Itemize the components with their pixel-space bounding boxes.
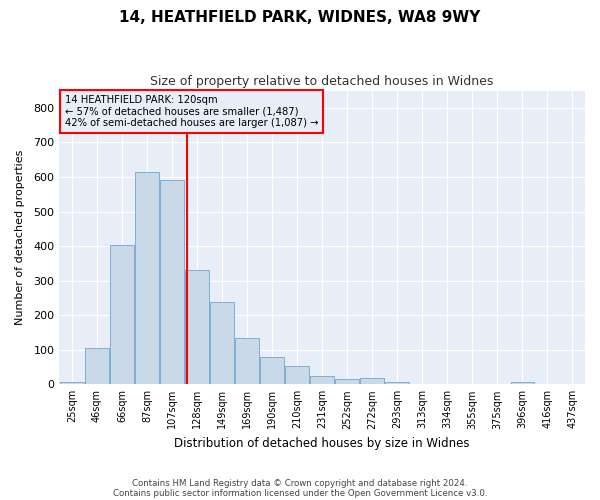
Bar [160,180,184,384]
X-axis label: Distribution of detached houses by size in Widnes: Distribution of detached houses by size … [175,437,470,450]
Bar [335,379,359,384]
Text: Contains public sector information licensed under the Open Government Licence v3: Contains public sector information licen… [113,488,487,498]
Bar [110,245,134,384]
Bar [85,348,109,385]
Text: 14 HEATHFIELD PARK: 120sqm
← 57% of detached houses are smaller (1,487)
42% of s: 14 HEATHFIELD PARK: 120sqm ← 57% of deta… [65,95,318,128]
Y-axis label: Number of detached properties: Number of detached properties [15,150,25,325]
Bar [285,366,309,384]
Bar [185,270,209,384]
Bar [260,358,284,384]
Bar [60,382,84,384]
Title: Size of property relative to detached houses in Widnes: Size of property relative to detached ho… [151,75,494,88]
Bar [310,376,334,384]
Bar [210,302,234,384]
Bar [511,382,535,384]
Bar [135,172,159,384]
Bar [385,382,409,384]
Bar [361,378,384,384]
Bar [235,338,259,384]
Text: Contains HM Land Registry data © Crown copyright and database right 2024.: Contains HM Land Registry data © Crown c… [132,478,468,488]
Text: 14, HEATHFIELD PARK, WIDNES, WA8 9WY: 14, HEATHFIELD PARK, WIDNES, WA8 9WY [119,10,481,25]
